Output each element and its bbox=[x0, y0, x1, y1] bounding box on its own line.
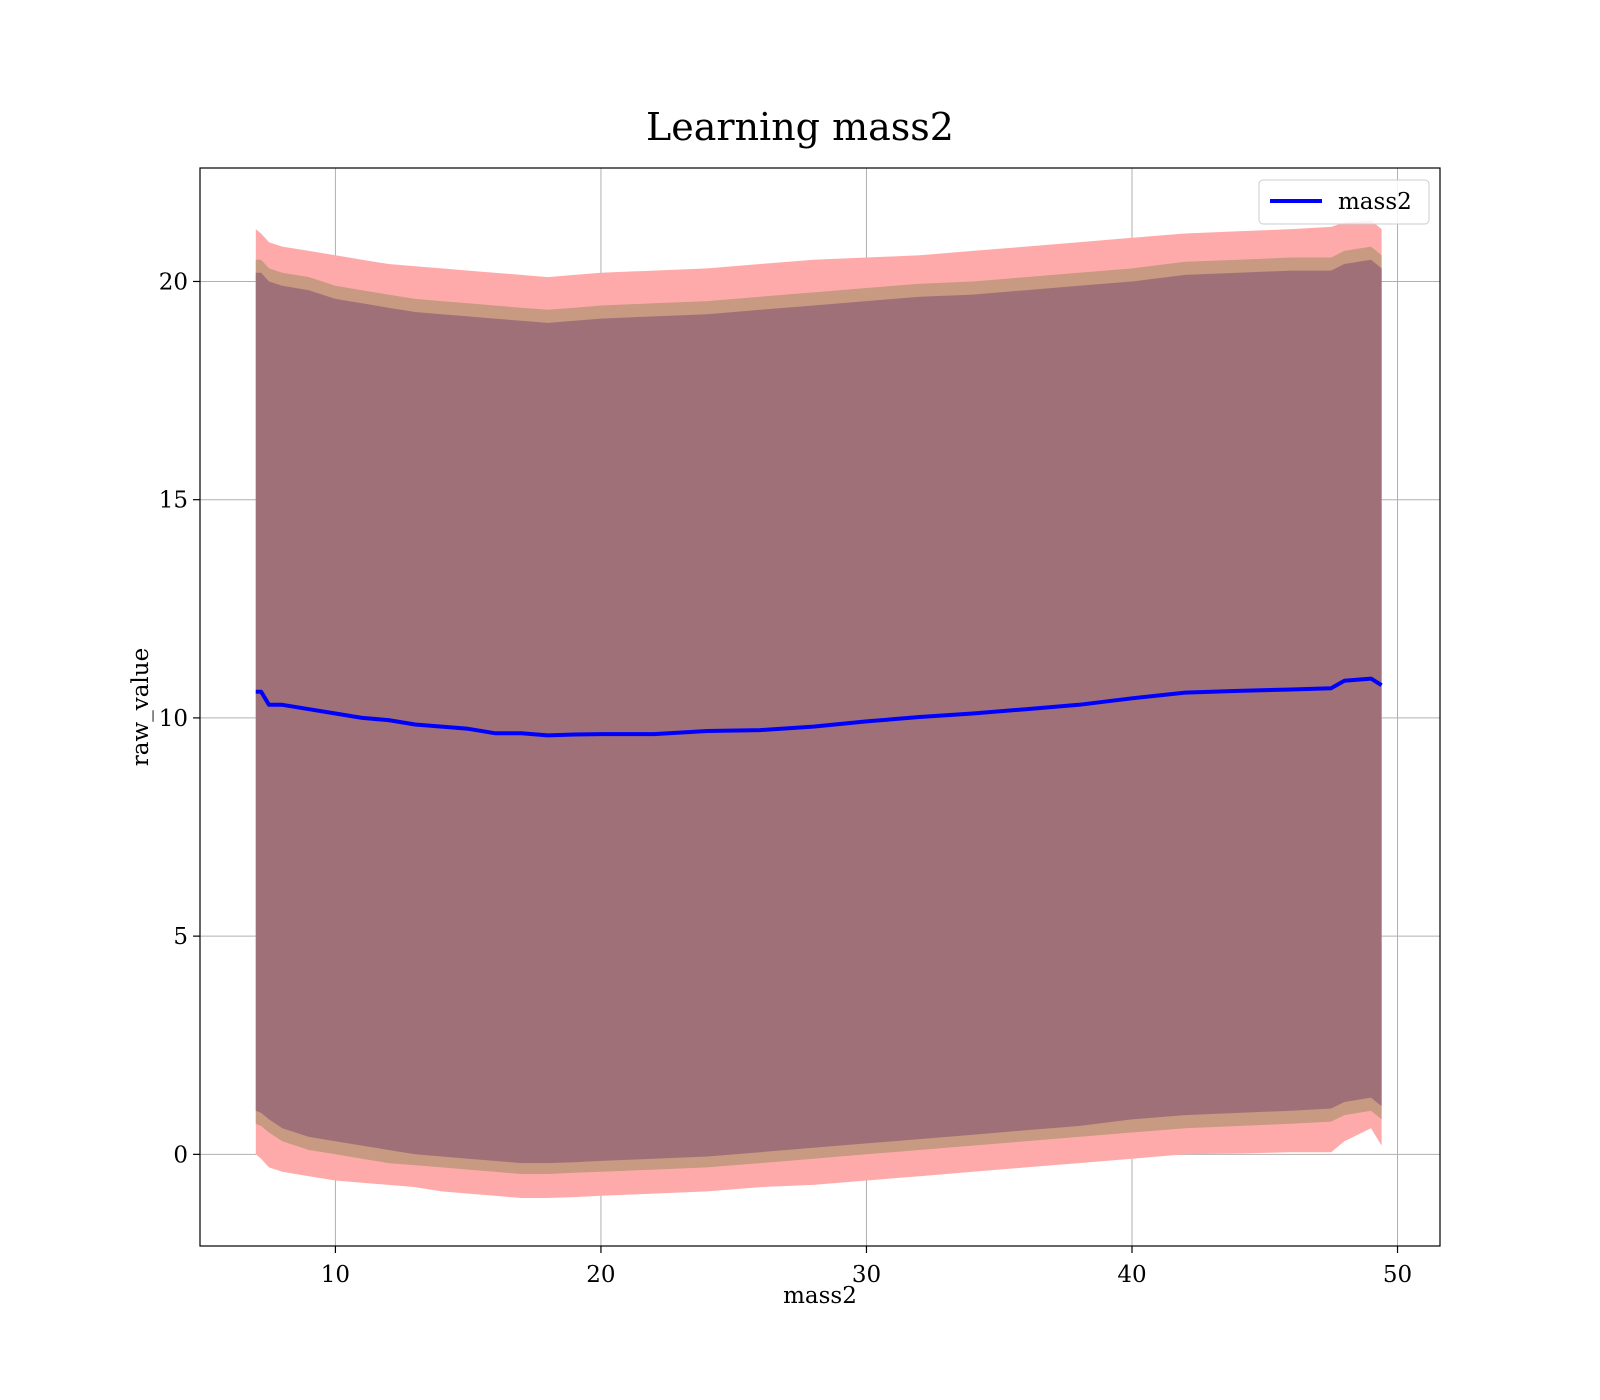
y-tick-label: 20 bbox=[159, 269, 188, 295]
legend: mass2 bbox=[1258, 179, 1430, 225]
x-tick-label: 50 bbox=[1383, 1262, 1412, 1288]
y-axis-label: raw_value bbox=[128, 648, 154, 766]
series-lines bbox=[255, 676, 1383, 738]
confidence-bands bbox=[255, 220, 1382, 1198]
x-axis-ticks: 10 20 30 40 50 bbox=[321, 1246, 1412, 1288]
inner-band bbox=[255, 259, 1382, 1164]
x-tick-label: 40 bbox=[1117, 1262, 1146, 1288]
x-tick-label: 10 bbox=[321, 1262, 350, 1288]
x-tick-label: 30 bbox=[852, 1262, 881, 1288]
chart-title: Learning mass2 bbox=[646, 105, 954, 149]
x-tick-label: 20 bbox=[586, 1262, 615, 1288]
legend-label-mass2: mass2 bbox=[1338, 189, 1412, 215]
y-tick-label: 5 bbox=[173, 924, 188, 950]
y-tick-label: 0 bbox=[173, 1142, 188, 1168]
plot-area-frame bbox=[199, 167, 1441, 1247]
y-tick-label: 10 bbox=[159, 706, 188, 732]
y-tick-label: 15 bbox=[159, 488, 188, 514]
series-line-mass2 bbox=[255, 676, 1383, 738]
legend-box bbox=[1258, 179, 1430, 225]
x-axis-label: mass2 bbox=[783, 1283, 857, 1309]
y-axis-ticks: 0 5 10 15 20 bbox=[159, 269, 200, 1168]
